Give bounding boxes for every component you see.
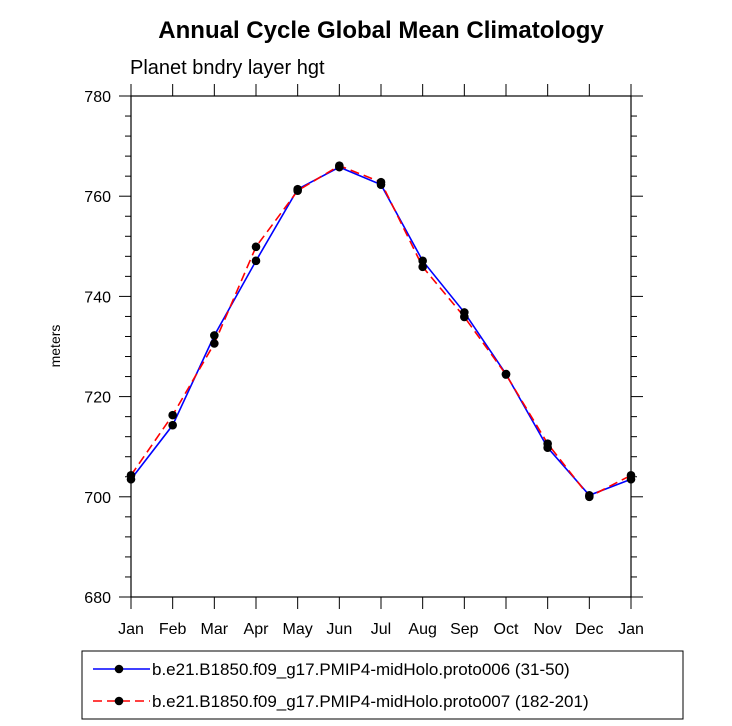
y-tick-label: 680 (84, 590, 111, 607)
series-2-point (418, 262, 427, 272)
series-2-point (376, 177, 386, 187)
legend-marker-1 (114, 664, 124, 674)
x-tick-label: Mar (201, 621, 229, 638)
x-tick-label: Dec (575, 621, 603, 638)
y-tick-label: 720 (84, 390, 111, 407)
x-tick-label: Apr (244, 621, 270, 638)
y-tick-label: 700 (84, 490, 111, 507)
x-tick-label: Jul (371, 621, 391, 638)
series-2-point (460, 312, 469, 322)
series-2-point (126, 470, 136, 480)
series-1-point (418, 256, 427, 266)
series-line-1 (130, 166, 632, 497)
series-2-point (293, 186, 302, 195)
x-tick-label: Nov (533, 621, 561, 638)
y-tick-label: 760 (84, 189, 111, 206)
series-1-point (251, 256, 261, 266)
legend-box (81, 650, 684, 720)
plot-frame: 680 700 720 740 760 780 Jan Feb Mar Apr May Jun Jul A… (84, 84, 644, 638)
x-tick-label: Jan (118, 621, 144, 638)
series-2-point (210, 339, 219, 348)
x-tick-label: Sep (450, 621, 479, 638)
y-axis-label: meters (47, 325, 63, 368)
series-2-point (501, 370, 511, 379)
x-tick-label: Oct (494, 621, 519, 638)
x-tick-label: Jun (326, 621, 352, 638)
series-1-point (168, 420, 177, 430)
x-tick-label: Aug (408, 621, 436, 638)
series-1-point (210, 331, 219, 340)
series-2-point (251, 242, 261, 252)
series-2-point (585, 492, 594, 502)
x-tick-label: Jan (618, 621, 644, 638)
series-2-point (626, 470, 636, 480)
legend-label-1: b.e21.B1850.f09_g17.PMIP4-midHolo.proto0… (152, 660, 570, 679)
x-tick-label: Feb (159, 621, 187, 638)
series-2-point (543, 439, 552, 448)
chart-title: Annual Cycle Global Mean Climatology (158, 17, 604, 44)
series-2-point (335, 161, 344, 170)
legend-marker-2 (114, 696, 124, 706)
y-tick-label: 780 (84, 89, 111, 106)
chart-subtitle: Planet bndry layer hgt (130, 57, 325, 79)
legend: b.e21.B1850.f09_g17.PMIP4-midHolo.proto0… (81, 650, 684, 720)
x-tick-label: May (283, 621, 313, 638)
plot-border (130, 95, 632, 598)
series-line-2 (130, 164, 632, 498)
series-2-point (168, 410, 177, 420)
legend-label-2: b.e21.B1850.f09_g17.PMIP4-midHolo.proto0… (152, 692, 589, 711)
series-layer (126, 161, 636, 502)
y-tick-label: 740 (84, 289, 111, 306)
